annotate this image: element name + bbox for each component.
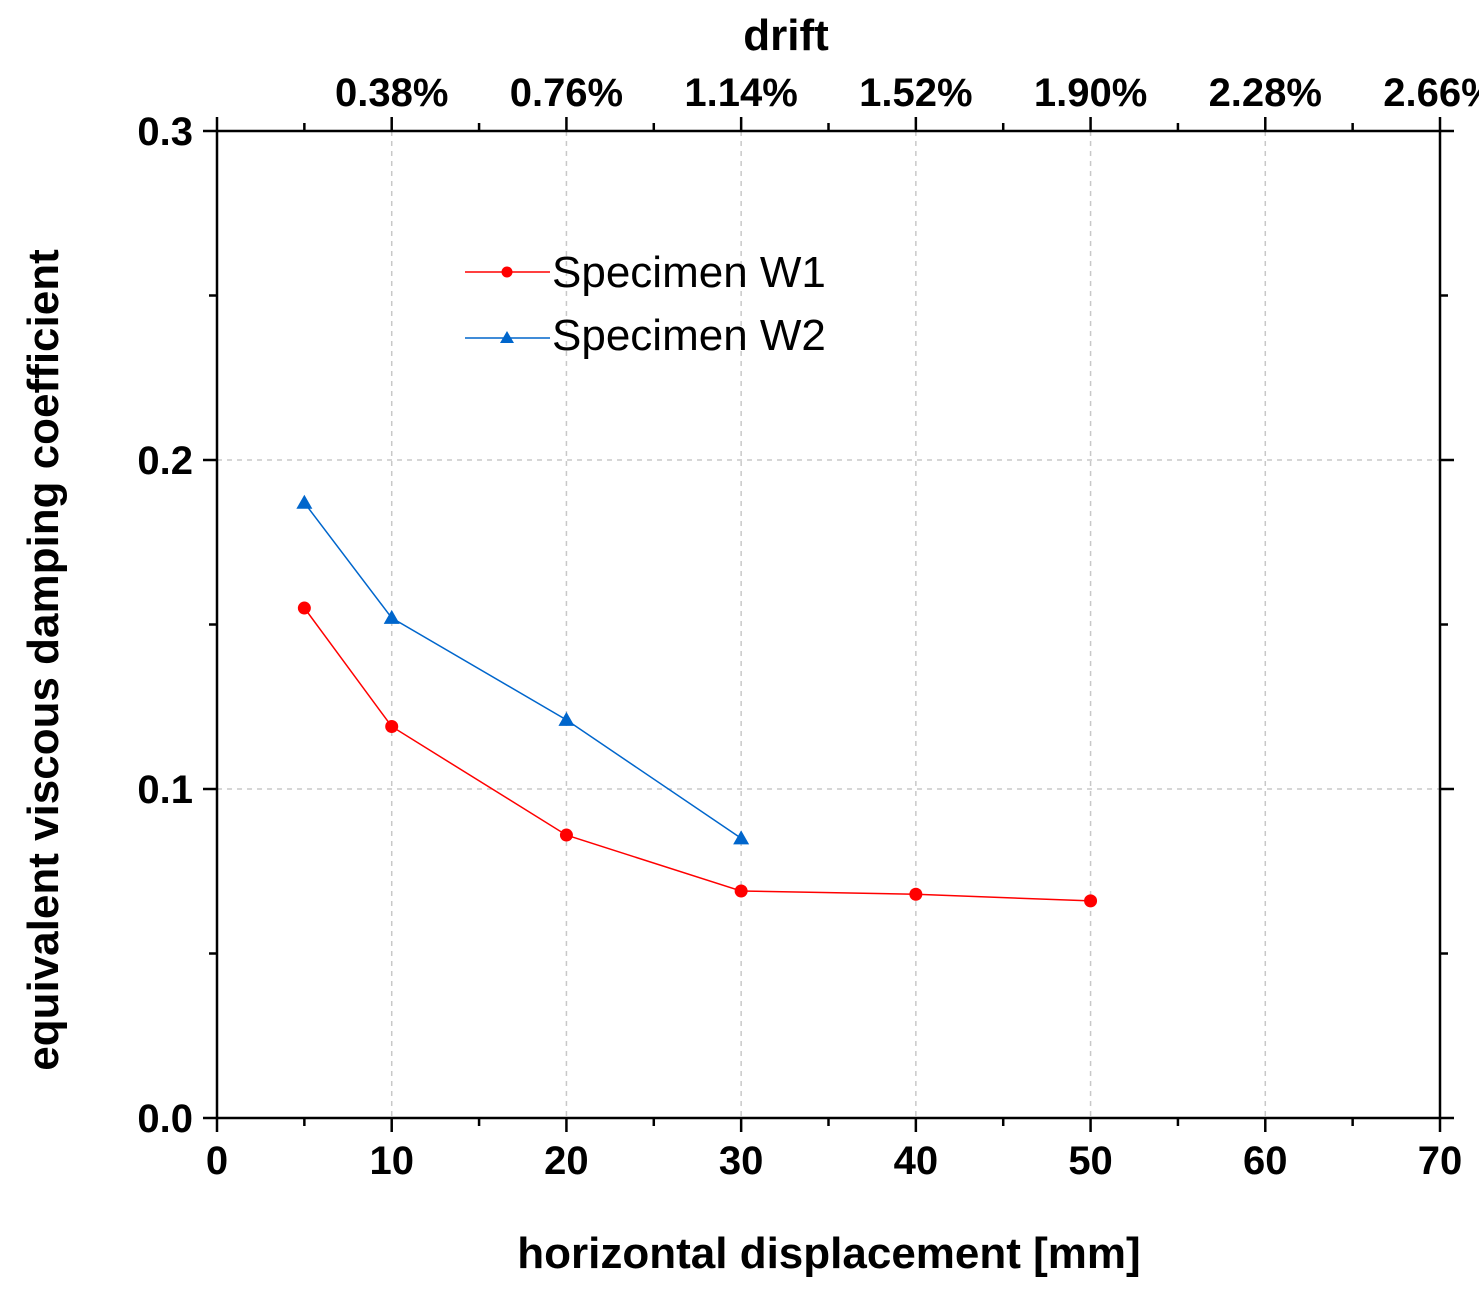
data-point <box>297 601 311 615</box>
top-tick-label: 2.66% <box>1383 71 1479 115</box>
data-point <box>558 711 575 726</box>
top-tick-label: 1.52% <box>859 71 972 115</box>
plot-area-frame <box>215 129 1442 1120</box>
data-point <box>909 887 923 901</box>
data-point <box>383 609 400 624</box>
legend-marker-w2 <box>500 331 514 343</box>
top-tick-label: 1.14% <box>684 71 797 115</box>
series-1 <box>297 601 1098 908</box>
x-axis-title: horizontal displacement [mm] <box>517 1229 1140 1278</box>
legend-item-w1: Specimen W1 <box>465 248 826 297</box>
x-tick-label: 70 <box>1418 1139 1463 1183</box>
data-point <box>734 884 748 898</box>
series-layer <box>296 494 1098 908</box>
y-tick-label: 0.3 <box>137 110 193 154</box>
legend-label-w2: Specimen W2 <box>552 311 826 360</box>
top-tick-label: 0.38% <box>335 71 448 115</box>
y-tick-label: 0.2 <box>137 439 193 483</box>
top-tick-label: 0.76% <box>510 71 623 115</box>
series-line <box>303 607 1091 902</box>
x-tick-label: 60 <box>1243 1139 1288 1183</box>
y-tick-label: 0.0 <box>137 1097 193 1141</box>
data-point <box>559 828 573 842</box>
legend: Specimen W1 Specimen W2 <box>465 248 826 360</box>
grid-lines <box>217 131 1440 1118</box>
axis-ticks <box>203 117 1454 1132</box>
y-tick-label: 0.1 <box>137 768 193 812</box>
legend-marker-w1 <box>501 266 513 278</box>
x-tick-label: 10 <box>369 1139 414 1183</box>
data-point <box>296 494 313 509</box>
top-tick-label: 2.28% <box>1209 71 1322 115</box>
x-tick-label: 50 <box>1068 1139 1113 1183</box>
x-tick-label: 30 <box>719 1139 764 1183</box>
legend-item-w2: Specimen W2 <box>465 311 826 360</box>
data-point <box>733 830 750 845</box>
x-tick-label: 0 <box>206 1139 228 1183</box>
top-axis-title: drift <box>743 11 829 60</box>
series-2 <box>296 494 750 845</box>
tick-labels: 0 10 20 30 40 50 60 70 0.0 0.1 0.2 0.3 0.38% 0.76% 1.1… <box>137 71 1479 1183</box>
data-point <box>1084 894 1098 908</box>
data-point <box>385 719 399 733</box>
x-tick-label: 40 <box>894 1139 939 1183</box>
legend-label-w1: Specimen W1 <box>552 248 826 297</box>
top-tick-label: 1.90% <box>1034 71 1147 115</box>
x-tick-label: 20 <box>544 1139 589 1183</box>
series-line <box>303 502 742 839</box>
y-axis-title: equivalent viscous damping coefficient <box>19 249 68 1071</box>
